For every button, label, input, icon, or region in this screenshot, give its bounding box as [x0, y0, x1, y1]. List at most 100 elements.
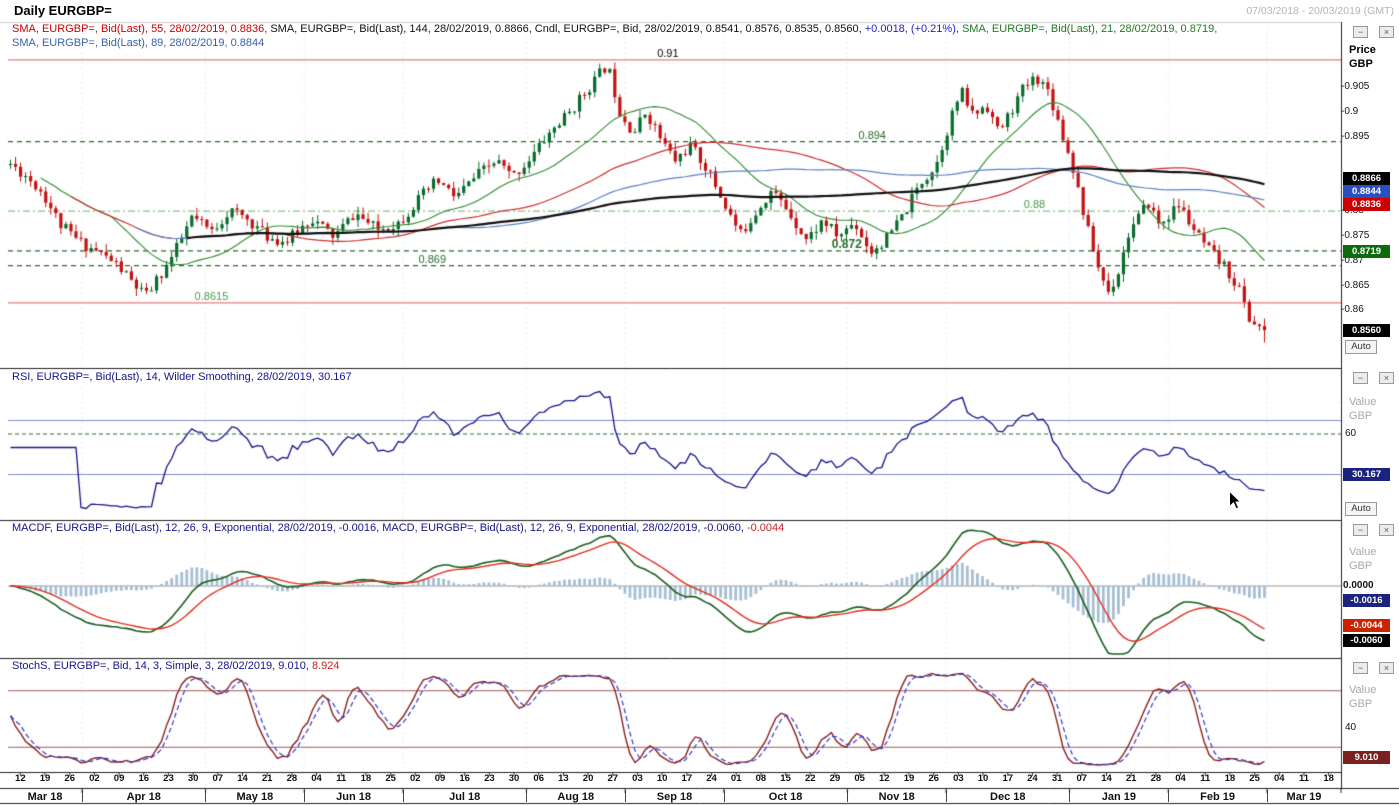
month-separator	[1069, 790, 1071, 802]
stoch-axis-unit: GBP	[1349, 698, 1373, 710]
legend-segment: RSI, EURGBP=, Bid(Last), 14, Wilder Smoo…	[12, 371, 352, 383]
x-axis-day-label: 08	[755, 773, 767, 784]
x-axis-month-label: Sep 18	[656, 791, 693, 803]
price-tick-label: -0.9	[1341, 105, 1359, 117]
rsi-axis-unit: GBP	[1349, 410, 1373, 422]
auto-button-main[interactable]: Auto	[1345, 340, 1377, 354]
panel-close-button-stoch[interactable]: ×	[1379, 662, 1394, 674]
x-axis-day-label: 26	[928, 773, 939, 784]
month-separator	[625, 790, 627, 802]
x-axis-day-label: 18	[1323, 773, 1334, 784]
month-separator	[847, 790, 849, 802]
x-axis-day-label: 29	[829, 773, 841, 784]
x-axis-day-label: 21	[1125, 773, 1137, 784]
auto-button-rsi[interactable]: Auto	[1345, 502, 1377, 516]
legend-segment: MACDF, EURGBP=, Bid(Last), 12, 26, 9, Ex…	[12, 522, 747, 534]
x-axis-month-label: Dec 18	[990, 791, 1026, 803]
panel-collapse-button-stoch[interactable]: −	[1353, 662, 1368, 674]
x-axis-month-label: Mar 19	[1286, 791, 1322, 803]
x-axis-month-label: May 18	[236, 791, 274, 803]
price-badge: 0.8844	[1343, 184, 1390, 198]
rsi-badge: 30.167	[1343, 467, 1390, 481]
month-separator	[1266, 790, 1268, 802]
x-axis-day-label: 07	[1076, 773, 1088, 784]
x-axis-day-label: 28	[286, 773, 298, 784]
legend-segment: -0.0044	[746, 522, 785, 534]
x-axis-day-label: 26	[64, 773, 75, 784]
x-axis-month-label: Apr 18	[126, 791, 161, 803]
legend-segment: +0.0018, (+0.21%),	[864, 23, 962, 35]
legend-segment: SMA, EURGBP=, Bid(Last), 144, 28/02/2019…	[270, 23, 865, 35]
x-axis-day-label: 04	[311, 773, 322, 784]
x-axis-day-label: 25	[1249, 773, 1260, 784]
x-axis-day-label: 02	[89, 773, 100, 784]
mouse-cursor	[1228, 490, 1242, 510]
x-axis-day-label: 28	[1150, 773, 1162, 784]
legend-segment: SMA, EURGBP=, Bid(Last), 21, 28/02/2019,…	[961, 23, 1218, 35]
x-axis-day-label: 16	[138, 773, 150, 784]
panel-close-button-macd[interactable]: ×	[1379, 524, 1394, 536]
x-axis-day-label: 18	[360, 773, 372, 784]
x-axis-day-label: 12	[879, 773, 890, 784]
main-legend-row1[interactable]: SMA, EURGBP=, Bid(Last), 55, 28/02/2019,…	[12, 23, 1217, 35]
x-axis-day-label: 13	[558, 773, 569, 784]
x-axis-day-label: 27	[607, 773, 619, 784]
legend-segment: StochS, EURGBP=, Bid, 14, 3, Simple, 3, …	[12, 660, 312, 672]
main-legend-row2[interactable]: SMA, EURGBP=, Bid(Last), 89, 28/02/2019,…	[12, 37, 264, 49]
x-axis-day-label: 31	[1051, 773, 1063, 784]
x-axis-day-label: 09	[434, 773, 446, 784]
month-separator	[723, 790, 725, 802]
x-axis-day-label: 21	[261, 773, 273, 784]
x-axis-month-label: Mar 18	[27, 791, 63, 803]
price-badge: 0.8719	[1343, 244, 1390, 258]
macd-badge: -0.0060	[1343, 633, 1390, 647]
month-separator	[205, 790, 207, 802]
month-separator	[402, 790, 404, 802]
x-axis-day-label: 11	[1298, 773, 1309, 784]
price-axis-unit: GBP	[1349, 58, 1373, 70]
price-tick-label: -0.895	[1341, 130, 1370, 142]
stoch-badge: 9.010	[1343, 751, 1390, 765]
rsi-tick-label: 60	[1345, 428, 1357, 439]
x-axis-day-label: 12	[15, 773, 26, 784]
macd-axis-title: Value	[1349, 546, 1377, 558]
x-axis-day-label: 04	[1273, 773, 1285, 784]
macd-zero-label: 0.0000	[1343, 580, 1374, 591]
month-separator	[526, 790, 528, 802]
macd-badge: -0.0016	[1343, 593, 1390, 607]
x-axis-month-label: Jul 18	[449, 791, 481, 803]
price-axis-title: Price	[1349, 44, 1376, 56]
x-axis-day-label: 23	[484, 773, 495, 784]
x-axis-day-label: 01	[730, 773, 742, 784]
month-separator	[1168, 790, 1170, 802]
x-axis-day-label: 24	[706, 773, 717, 784]
month-separator	[946, 790, 948, 802]
panel-collapse-button-macd[interactable]: −	[1353, 524, 1368, 536]
panel-collapse-button-rsi[interactable]: −	[1353, 372, 1368, 384]
price-badge: 0.8560	[1343, 323, 1390, 337]
panel-close-button-rsi[interactable]: ×	[1379, 372, 1394, 384]
panel-close-button-main[interactable]: ×	[1379, 26, 1394, 38]
stoch-legend[interactable]: StochS, EURGBP=, Bid, 14, 3, Simple, 3, …	[12, 660, 339, 672]
x-axis-day-label: 07	[212, 773, 224, 784]
x-axis-day-label: 22	[804, 773, 816, 784]
price-badge: 0.8836	[1343, 197, 1390, 211]
price-tick-label: -0.905	[1341, 81, 1370, 93]
panel-collapse-button-main[interactable]: −	[1353, 26, 1368, 38]
x-axis-day-label: 11	[336, 773, 347, 784]
macd-legend[interactable]: MACDF, EURGBP=, Bid(Last), 12, 26, 9, Ex…	[12, 522, 784, 534]
x-axis-day-label: 16	[459, 773, 470, 784]
x-axis-month-label: Feb 19	[1200, 791, 1235, 803]
x-axis-day-label: 17	[1002, 773, 1014, 784]
rsi-legend[interactable]: RSI, EURGBP=, Bid(Last), 14, Wilder Smoo…	[12, 371, 352, 383]
x-axis-day-label: 04	[1175, 773, 1186, 784]
legend-segment: 8.924	[311, 660, 340, 672]
x-axis-day-label: 30	[508, 773, 520, 784]
x-axis-month-label: Jan 19	[1101, 791, 1136, 803]
price-tick-label: -0.87	[1341, 254, 1364, 266]
x-axis-day-label: 19	[39, 773, 51, 784]
month-separator	[82, 790, 84, 802]
